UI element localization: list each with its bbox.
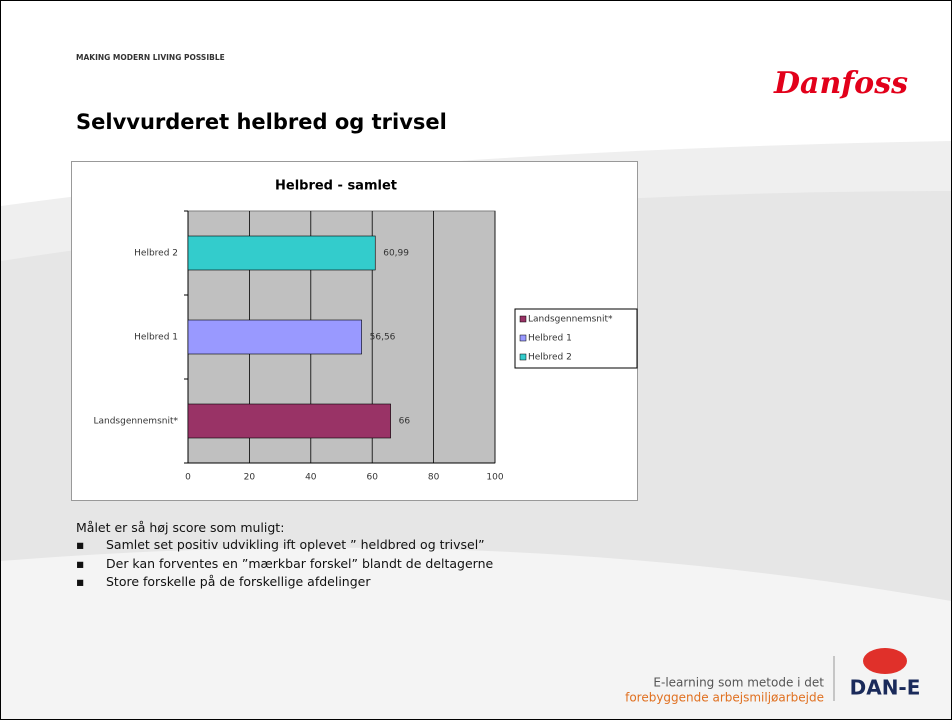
bullet-marker: ▪ (76, 574, 85, 589)
chart-title: Helbred - samlet (275, 179, 397, 194)
bullet-text: Der kan forventes en ”mærkbar forskel” b… (106, 555, 494, 571)
value-label: 60,99 (383, 249, 409, 259)
bullet-text: Store forskelle på de forskellige afdeli… (106, 574, 371, 589)
swoosh (1, 547, 951, 719)
legend-label: Helbred 1 (528, 334, 572, 344)
x-tick-label: 40 (305, 473, 317, 483)
bar (187, 403, 391, 439)
bar (187, 319, 362, 355)
value-label: 56,56 (370, 333, 396, 343)
x-tick-label: 80 (428, 473, 440, 483)
bullet-marker: ▪ (76, 537, 85, 552)
chart: Helbred - samlet 0 20 40 60 80 100 Landsgennem… (71, 161, 638, 501)
logo: DAN-E (850, 676, 921, 700)
bar (187, 235, 376, 271)
logo-icon (863, 648, 907, 674)
footer-text: forebyggende arbejsmiljøarbejde (625, 691, 824, 705)
y-tick-label: Helbred 1 (134, 333, 178, 343)
tagline: MAKING MODERN LIVING POSSIBLE (76, 53, 225, 62)
bullet: ▪ Samlet set positiv udvikling ift opleve… (76, 537, 485, 552)
legend-swatch (519, 353, 527, 361)
legend-label: Helbred 2 (528, 353, 572, 363)
footer-text: E-learning som metode i det (653, 676, 824, 690)
bullet: ▪ Store forskelle på de forskellige afdel… (76, 574, 371, 589)
slide-title: Selvvurderet helbred og trivsel (76, 110, 447, 134)
bullet-marker: ▪ (76, 555, 85, 571)
x-tick-label: 0 (185, 473, 191, 483)
logo: Danfoss (773, 66, 908, 101)
y-tick-label: Landsgennemsnit* (93, 417, 178, 427)
x-tick-label: 100 (486, 473, 503, 483)
value-label: 66 (399, 417, 411, 427)
legend-box (514, 308, 638, 369)
y-tick-label: Helbred 2 (134, 249, 178, 259)
bullet-text: Samlet set positiv udvikling ift oplevet… (106, 537, 485, 552)
bullet: ▪ Der kan forventes en ”mærkbar forskel” … (76, 556, 493, 571)
x-tick-label: 60 (366, 473, 378, 483)
legend-label: Landsgennemsnit* (528, 315, 613, 325)
legend-swatch (519, 334, 527, 342)
legend-swatch (519, 315, 527, 323)
x-tick-label: 20 (244, 473, 256, 483)
intro: Målet er så høj score som muligt: (76, 520, 285, 535)
